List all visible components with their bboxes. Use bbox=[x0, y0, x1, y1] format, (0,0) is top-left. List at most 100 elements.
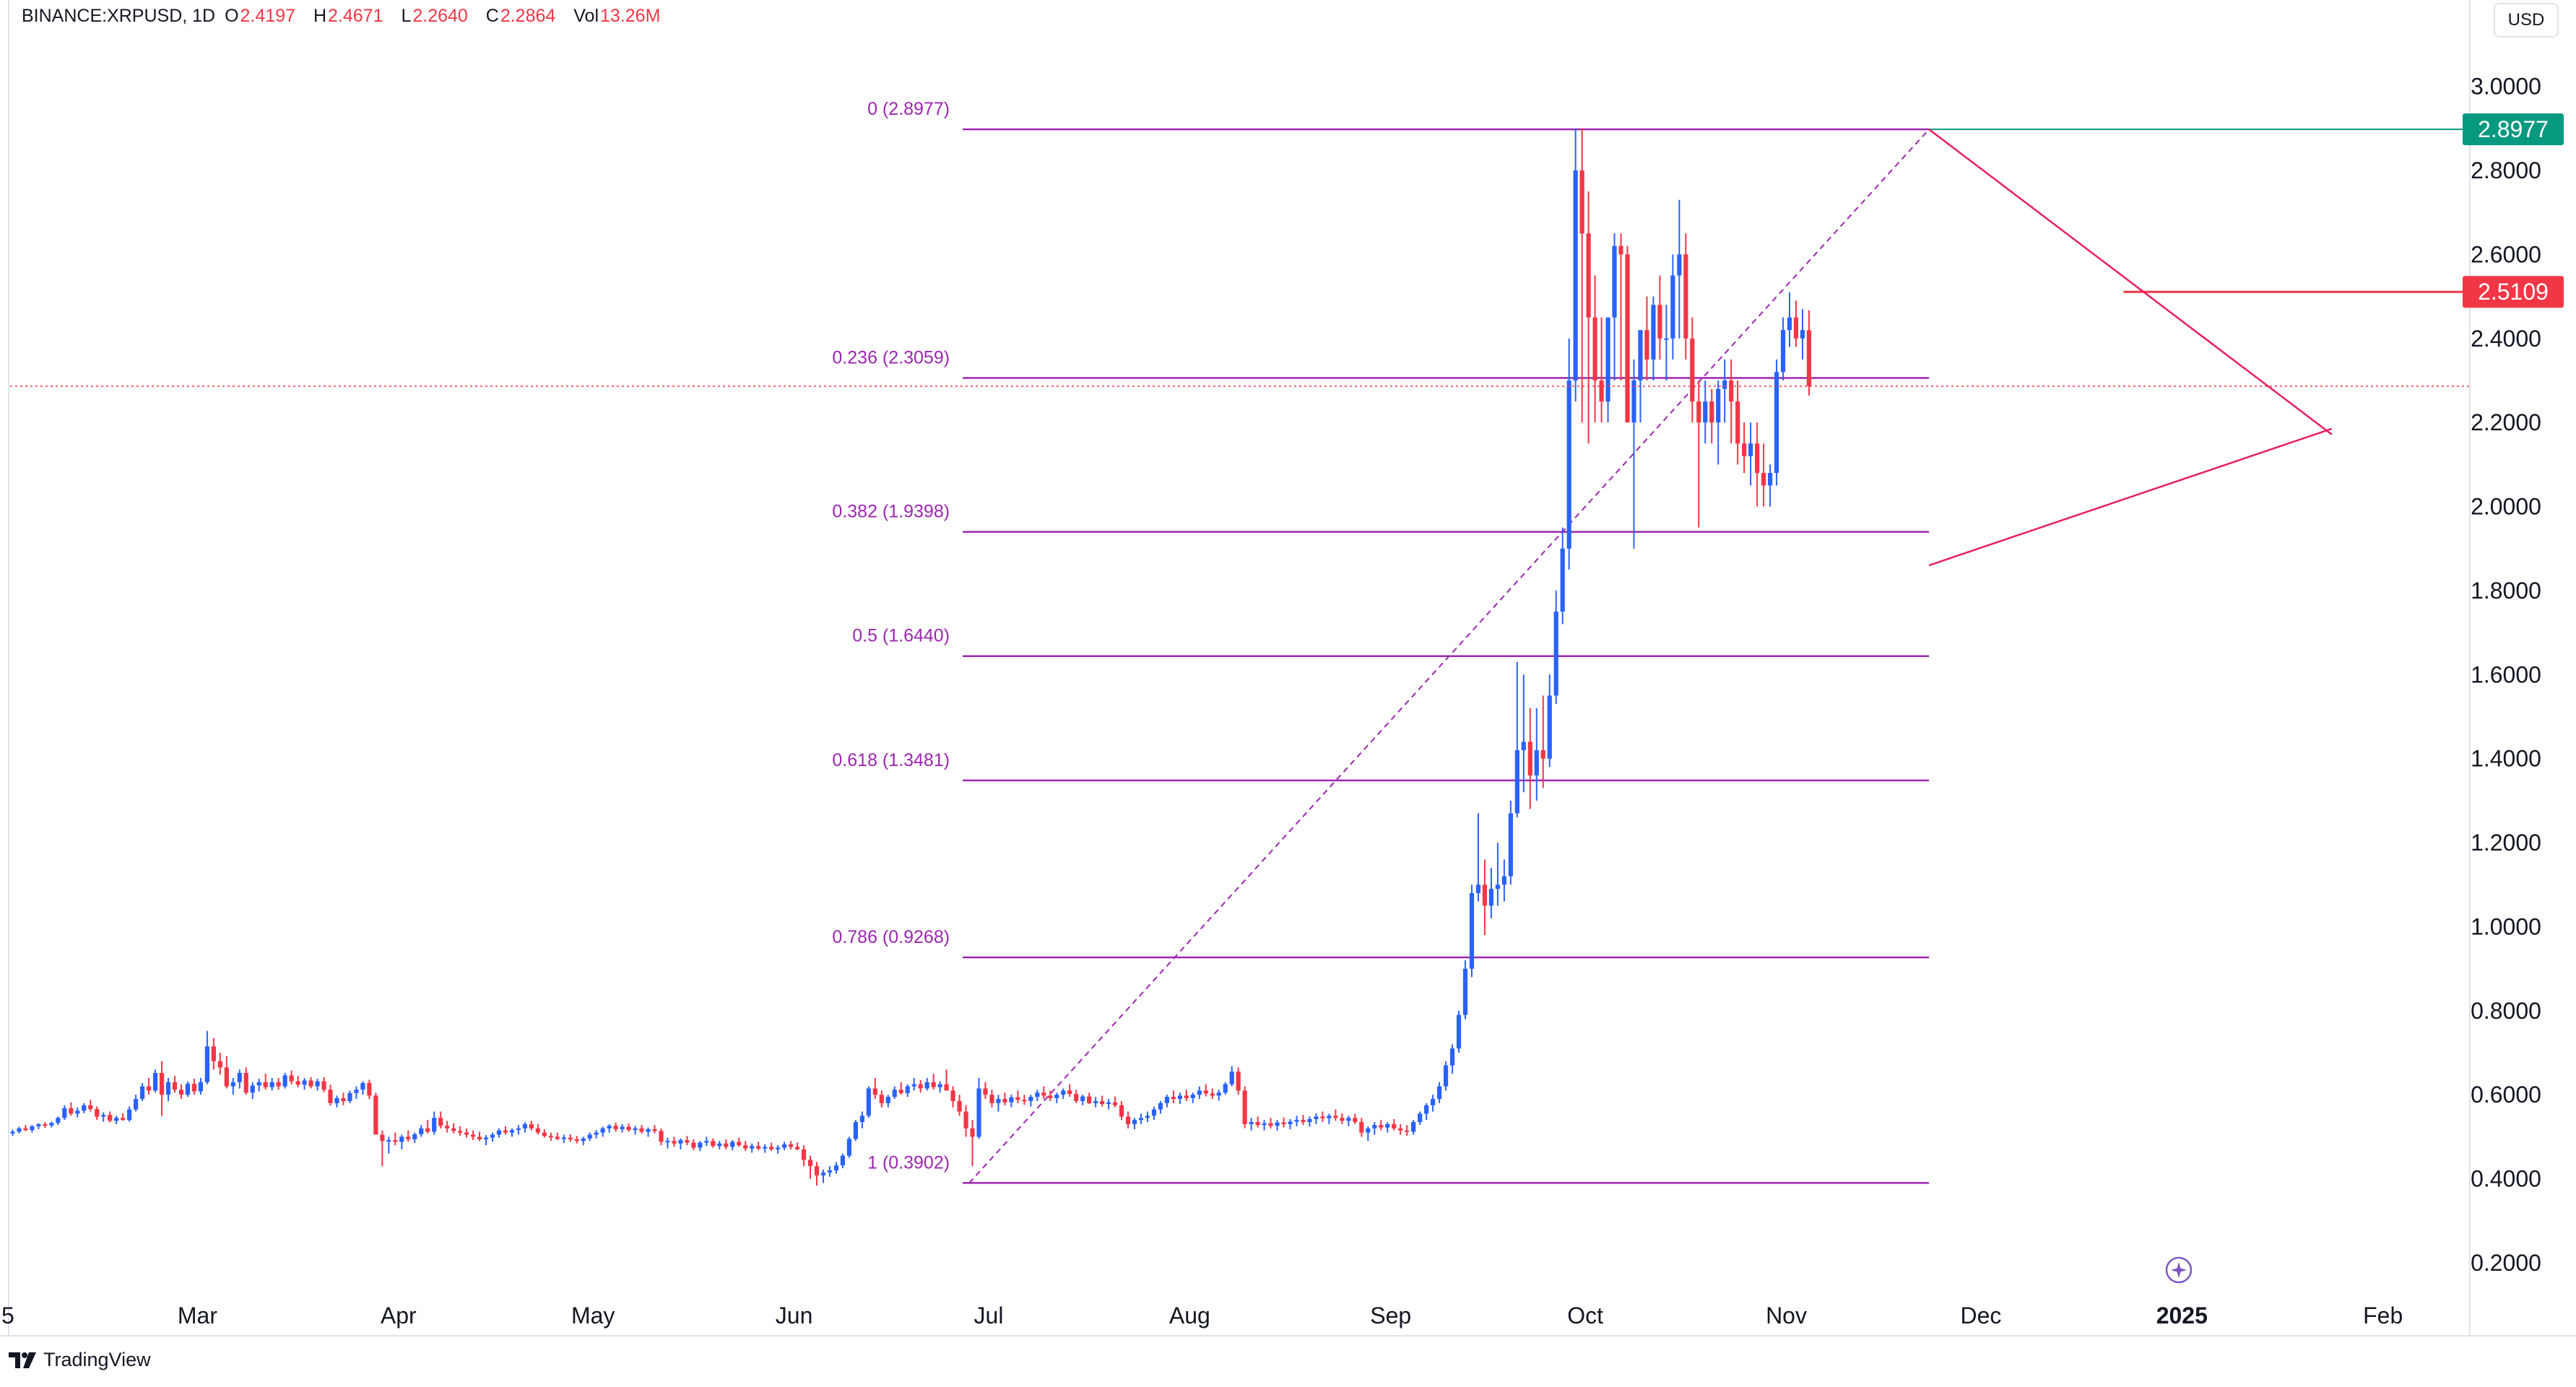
candle-body bbox=[1742, 443, 1747, 456]
candle-body bbox=[10, 1131, 15, 1134]
candle-body bbox=[931, 1082, 936, 1087]
x-tick-label: Nov bbox=[1766, 1303, 1807, 1329]
candle-body bbox=[1255, 1122, 1260, 1126]
candle-body bbox=[1087, 1096, 1092, 1103]
x-tick-label: 2025 bbox=[2156, 1303, 2208, 1329]
candle-body bbox=[1547, 695, 1552, 759]
candle-body bbox=[1372, 1125, 1377, 1129]
candle-body bbox=[782, 1144, 787, 1148]
high-label: H bbox=[313, 6, 327, 26]
candle-body bbox=[354, 1090, 359, 1093]
candle-body bbox=[1138, 1118, 1144, 1121]
candle-body bbox=[1314, 1116, 1319, 1119]
candle-body bbox=[1164, 1097, 1170, 1103]
candle-body bbox=[341, 1097, 346, 1101]
candle-body bbox=[1573, 170, 1578, 381]
volume-label: Vol bbox=[573, 6, 599, 26]
candle-body bbox=[139, 1086, 145, 1100]
candle-body bbox=[685, 1140, 690, 1143]
candle-body bbox=[1800, 330, 1805, 339]
candle-body bbox=[1488, 889, 1494, 906]
candle-body bbox=[1210, 1093, 1215, 1096]
candle-body bbox=[1009, 1097, 1014, 1103]
candle-body bbox=[243, 1072, 248, 1093]
candle-body bbox=[730, 1142, 735, 1147]
y-tick-label: 1.4000 bbox=[2471, 746, 2541, 772]
triangle-lower-line bbox=[1928, 427, 2333, 567]
y-tick-label: 1.0000 bbox=[2471, 913, 2541, 939]
candle-body bbox=[827, 1170, 833, 1173]
candle-body bbox=[289, 1075, 294, 1082]
candle-body bbox=[1780, 330, 1786, 373]
triangle-upper-line bbox=[1928, 129, 2333, 435]
candle-body bbox=[665, 1141, 670, 1143]
candle-body bbox=[178, 1090, 184, 1095]
candle-body bbox=[496, 1130, 502, 1135]
candle-body bbox=[185, 1084, 191, 1095]
candle-body bbox=[250, 1085, 255, 1093]
close-value: 2.2864 bbox=[500, 6, 556, 26]
candle-body bbox=[613, 1126, 618, 1129]
candle-body bbox=[204, 1046, 209, 1082]
candle-body bbox=[477, 1136, 482, 1139]
candle-body bbox=[1495, 884, 1501, 890]
candle-body bbox=[1631, 380, 1636, 423]
candle-body bbox=[1716, 388, 1721, 423]
candle-body bbox=[121, 1118, 126, 1121]
price-tag-label: 2.5109 bbox=[2478, 279, 2549, 305]
candle-body bbox=[1456, 1014, 1462, 1049]
candle-body bbox=[1755, 443, 1760, 473]
candle-body bbox=[1514, 750, 1519, 814]
candle-body bbox=[976, 1088, 981, 1137]
x-tick-label: Oct bbox=[1567, 1303, 1603, 1329]
candle-body bbox=[911, 1084, 916, 1087]
candle-body bbox=[1761, 472, 1766, 486]
candle-body bbox=[198, 1082, 204, 1092]
candle-body bbox=[717, 1143, 722, 1147]
candle-body bbox=[1405, 1130, 1410, 1132]
candle-body bbox=[1475, 884, 1481, 893]
candle-body bbox=[30, 1126, 35, 1131]
candle-body bbox=[419, 1128, 424, 1134]
sparkle-icon[interactable] bbox=[2165, 1256, 2193, 1284]
candle-body bbox=[1385, 1123, 1390, 1128]
candle-body bbox=[529, 1123, 534, 1129]
candle-body bbox=[425, 1128, 430, 1132]
candle-body bbox=[1288, 1121, 1293, 1124]
candle-body bbox=[1112, 1102, 1118, 1105]
candle-body bbox=[165, 1082, 171, 1095]
y-tick-label: 2.2000 bbox=[2471, 409, 2541, 435]
candle-body bbox=[1145, 1116, 1150, 1118]
candle-body bbox=[230, 1082, 235, 1087]
high-value: 2.4671 bbox=[328, 6, 383, 26]
candle-body bbox=[704, 1141, 709, 1143]
price-tag-label: 2.8977 bbox=[2478, 116, 2549, 142]
candle-body bbox=[1366, 1128, 1371, 1133]
tradingview-brand[interactable]: TradingView bbox=[9, 1349, 151, 1371]
candle-body bbox=[879, 1095, 884, 1103]
candle-body bbox=[1540, 750, 1545, 759]
candle-body bbox=[1242, 1090, 1247, 1124]
fib-trend-line bbox=[968, 129, 1930, 1184]
candle-body bbox=[1424, 1105, 1429, 1114]
symbol-label[interactable]: BINANCE:XRPUSD, 1D bbox=[22, 6, 216, 26]
candle-body bbox=[1223, 1084, 1228, 1093]
candle-body bbox=[282, 1075, 287, 1087]
candle-body bbox=[970, 1128, 975, 1137]
candle-body bbox=[334, 1097, 339, 1103]
candle-body bbox=[1625, 254, 1630, 423]
candle-body bbox=[1599, 380, 1604, 402]
candle-body bbox=[1644, 330, 1649, 360]
currency-button[interactable]: USD bbox=[2494, 3, 2559, 38]
candle-body bbox=[1527, 742, 1532, 775]
candle-body bbox=[833, 1165, 839, 1170]
candle-body bbox=[62, 1108, 67, 1118]
candle-body bbox=[1035, 1092, 1040, 1097]
candle-body bbox=[1002, 1099, 1007, 1103]
candle-body bbox=[1067, 1090, 1072, 1095]
candle-body bbox=[1184, 1095, 1189, 1098]
candle-body bbox=[483, 1137, 489, 1139]
candle-body bbox=[581, 1138, 586, 1142]
candle-body bbox=[1657, 305, 1662, 339]
